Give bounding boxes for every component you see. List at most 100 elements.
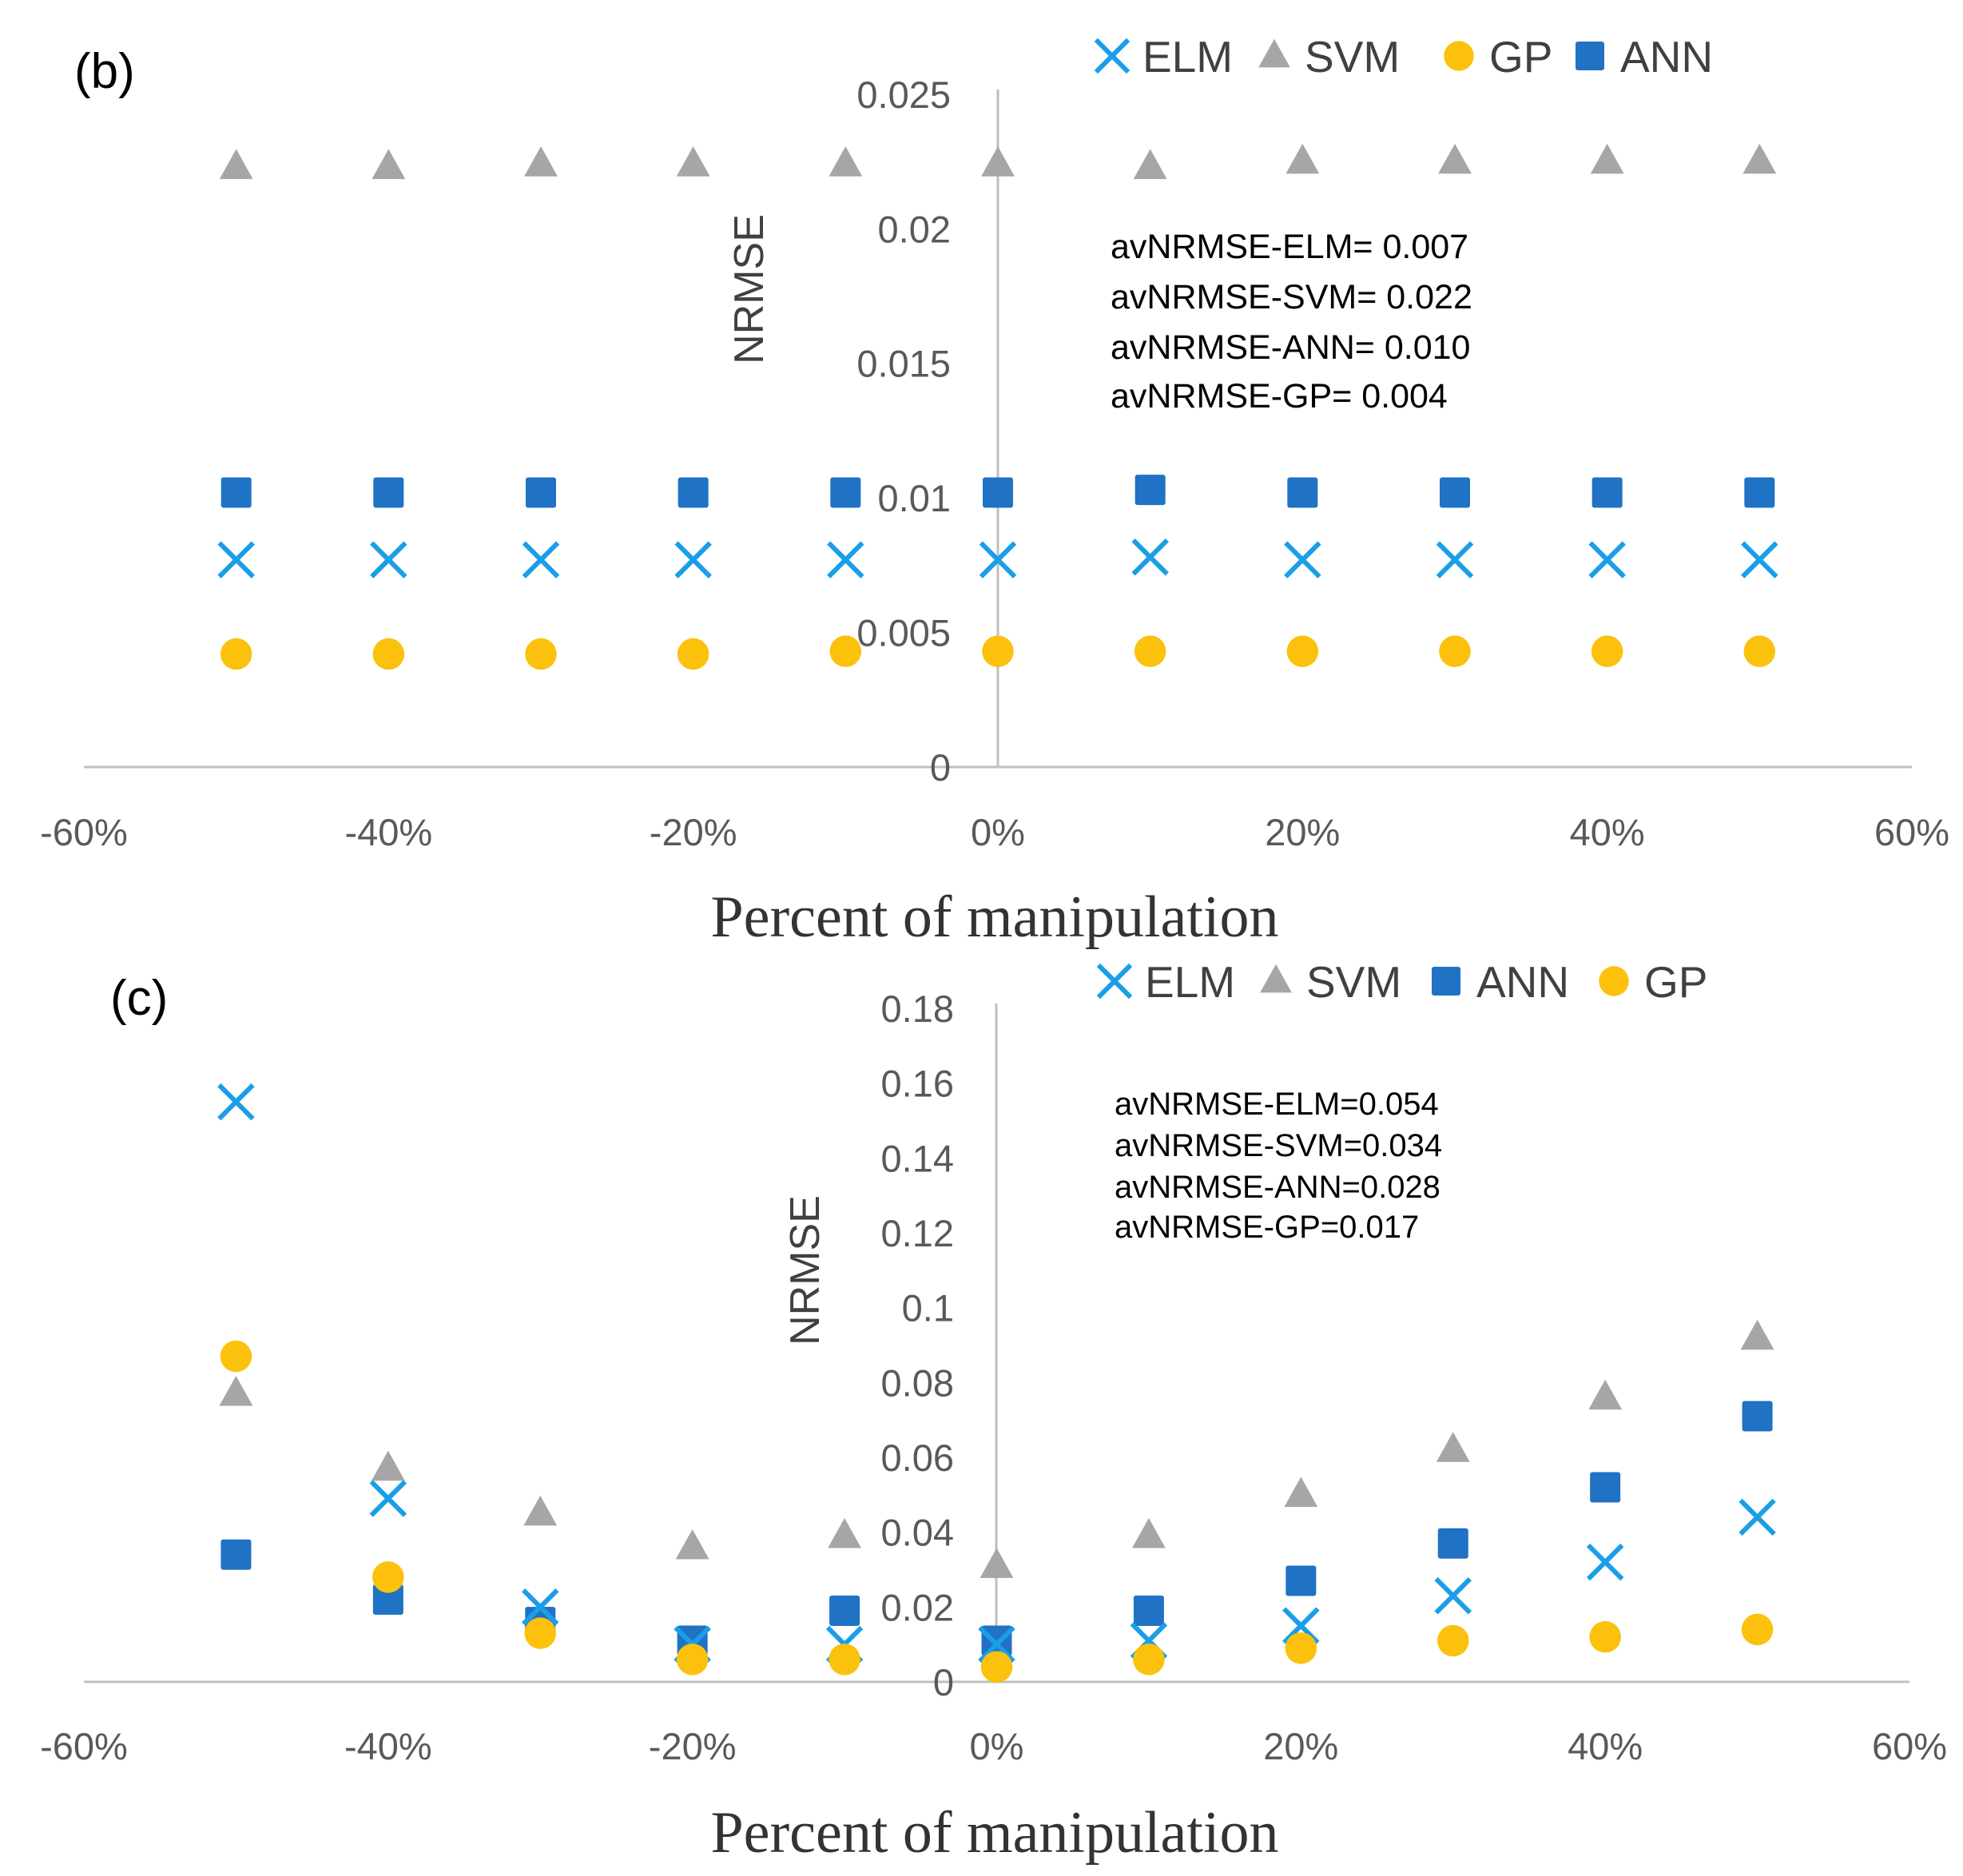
point-svm [1436, 1432, 1470, 1462]
point-svm [372, 149, 406, 180]
y-tick-label: 0.025 [856, 74, 951, 116]
point-gp [1591, 635, 1623, 667]
average-annotation: avNRMSE-ELM= 0.007 [1111, 228, 1468, 266]
point-svm [1742, 143, 1777, 174]
average-annotation: avNRMSE-ANN= 0.010 [1111, 328, 1470, 367]
point-gp [829, 635, 862, 667]
point-svm [523, 1495, 558, 1526]
point-ann [1590, 1472, 1621, 1503]
y-axis-title: NRMSE [726, 214, 773, 364]
point-elm [979, 541, 1017, 578]
point-elm [522, 1588, 559, 1626]
point-elm [1131, 539, 1169, 576]
point-ann [1133, 1596, 1164, 1627]
point-ann [983, 477, 1013, 508]
point-elm [217, 541, 255, 578]
point-svm [371, 1450, 405, 1481]
average-annotation: avNRMSE-ANN=0.028 [1115, 1170, 1440, 1205]
point-svm [219, 149, 253, 180]
y-axis-title: NRMSE [782, 1195, 829, 1345]
average-annotation: avNRMSE-SVM=0.034 [1115, 1128, 1442, 1163]
point-ann [372, 1584, 403, 1615]
point-svm [1438, 143, 1472, 174]
x-tick-label: 0% [971, 811, 1025, 853]
point-gp [1439, 635, 1471, 667]
point-gp [524, 1617, 557, 1649]
x-tick-label: 20% [1265, 811, 1340, 853]
legend-marker-elm [1096, 963, 1133, 1000]
y-tick-label: 0 [933, 1661, 954, 1703]
point-ann [1744, 477, 1775, 508]
point-gp [372, 1561, 404, 1593]
point-gp [980, 1651, 1013, 1683]
point-svm [219, 1376, 253, 1406]
x-tick-label: 0% [970, 1725, 1024, 1767]
point-ann [830, 477, 861, 508]
point-ann [221, 1539, 252, 1570]
average-annotation: avNRMSE-GP=0.017 [1115, 1210, 1419, 1245]
y-tick-label: 0.04 [881, 1512, 954, 1554]
point-gp [525, 638, 557, 670]
average-annotation: avNRMSE-ELM=0.054 [1115, 1087, 1439, 1122]
point-ann [1440, 477, 1470, 508]
legend-label-gp: GP [1489, 32, 1552, 81]
legend-label-svm: SVM [1305, 32, 1400, 81]
point-svm [676, 146, 710, 177]
y-tick-label: 0.1 [902, 1287, 954, 1329]
legend-marker-ann [1432, 967, 1460, 996]
point-ann [1742, 1401, 1773, 1432]
point-elm [1588, 541, 1626, 578]
point-ann [829, 1596, 860, 1627]
point-gp [676, 1643, 709, 1675]
point-gp [1286, 635, 1319, 667]
point-gp [829, 1643, 860, 1675]
point-svm [675, 1529, 709, 1560]
point-svm [980, 1548, 1014, 1578]
panel-c-chart: 0 0.02 0.04 0.06 0.08 0.1 0.12 0.14 0.16 0.18 -60%… [40, 957, 1947, 1866]
point-elm [1586, 1543, 1624, 1581]
legend-label-gp: GP [1644, 957, 1707, 1007]
point-svm [1285, 143, 1320, 174]
point-gp [1134, 635, 1166, 667]
point-elm [370, 541, 407, 578]
legend-marker-gp [1444, 41, 1474, 71]
point-ann [1287, 477, 1318, 508]
point-elm [369, 1480, 407, 1517]
legend-label-elm: ELM [1142, 32, 1233, 81]
point-ann [1134, 475, 1166, 506]
point-elm [1738, 1498, 1776, 1536]
y-tick-label: 0.005 [856, 612, 951, 654]
x-tick-label: 40% [1570, 811, 1645, 853]
legend-marker-gp [1599, 966, 1629, 996]
point-ann [981, 1625, 1012, 1656]
x-tick-label: -20% [650, 811, 737, 853]
panel-label: (c) [110, 971, 168, 1026]
x-axis-title: Percent of manipulation [710, 884, 1278, 950]
point-ann [1437, 1528, 1468, 1559]
point-gp [677, 638, 709, 670]
x-tick-label: 60% [1874, 811, 1949, 853]
y-tick-label: 0 [930, 746, 951, 789]
point-gp [1589, 1621, 1621, 1653]
point-svm [1588, 1379, 1623, 1410]
point-elm [674, 541, 712, 578]
legend-label-svm: SVM [1306, 957, 1401, 1007]
x-tick-label: 20% [1263, 1725, 1338, 1767]
x-tick-label: -40% [344, 1725, 432, 1767]
y-tick-label: 0.06 [881, 1437, 954, 1479]
x-tick-label: -20% [649, 1725, 737, 1767]
legend-label-ann: ANN [1476, 957, 1569, 1007]
point-gp [1743, 635, 1776, 667]
point-ann [1285, 1565, 1317, 1596]
legend-label-elm: ELM [1145, 957, 1235, 1007]
point-elm [1434, 1577, 1472, 1615]
legend-label-ann: ANN [1620, 32, 1713, 81]
point-elm [1284, 541, 1321, 578]
point-ann [221, 477, 252, 508]
y-tick-label: 0.12 [881, 1212, 954, 1254]
average-annotation: avNRMSE-SVM= 0.022 [1111, 278, 1472, 316]
point-svm [1133, 149, 1167, 180]
panel-label: (b) [74, 44, 135, 99]
point-svm [524, 146, 558, 177]
